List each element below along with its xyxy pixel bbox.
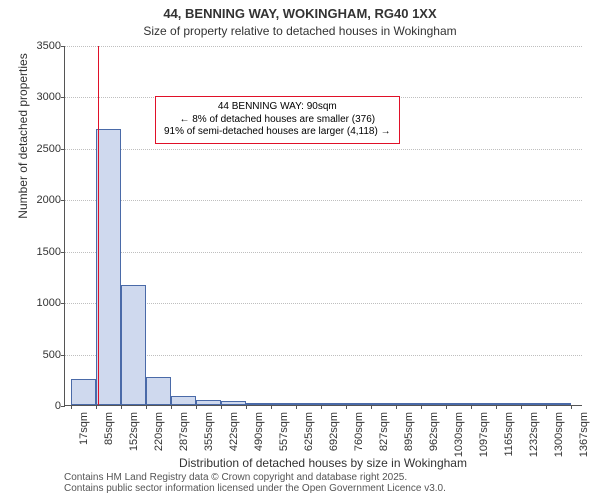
histogram-bar (346, 403, 371, 405)
property-marker-line (98, 46, 99, 405)
plot-area: 050010001500200025003000350044 BENNING W… (64, 46, 582, 406)
histogram-bar (471, 403, 496, 405)
histogram-bar (546, 403, 571, 405)
xtick-mark (71, 405, 72, 409)
annotation-box: 44 BENNING WAY: 90sqm← 8% of detached ho… (155, 96, 400, 144)
xtick-mark (196, 405, 197, 409)
footer-line1: Contains HM Land Registry data © Crown c… (64, 472, 446, 483)
gridline (65, 200, 582, 201)
xtick-mark (121, 405, 122, 409)
histogram-bar (296, 403, 321, 405)
y-axis-label: Number of detached properties (16, 0, 30, 316)
ytick-label: 1500 (37, 246, 65, 258)
chart-title-line2: Size of property relative to detached ho… (0, 24, 600, 38)
histogram-bar (496, 403, 521, 405)
xtick-mark (421, 405, 422, 409)
xtick-mark (471, 405, 472, 409)
xtick-mark (171, 405, 172, 409)
ytick-label: 3000 (37, 91, 65, 103)
footer-line2: Contains public sector information licen… (64, 483, 446, 494)
xtick-mark (146, 405, 147, 409)
chart-container: 44, BENNING WAY, WOKINGHAM, RG40 1XX Siz… (0, 0, 600, 500)
gridline (65, 46, 582, 47)
xtick-mark (246, 405, 247, 409)
x-axis-label: Distribution of detached houses by size … (64, 456, 582, 470)
xtick-mark (371, 405, 372, 409)
histogram-bar (71, 379, 96, 405)
xtick-mark (521, 405, 522, 409)
xtick-mark (96, 405, 97, 409)
chart-title-line1: 44, BENNING WAY, WOKINGHAM, RG40 1XX (0, 6, 600, 21)
histogram-bar (171, 396, 196, 405)
gridline (65, 149, 582, 150)
histogram-bar (246, 403, 271, 405)
xtick-mark (571, 405, 572, 409)
xtick-mark (496, 405, 497, 409)
ytick-label: 0 (55, 400, 65, 412)
ytick-label: 3500 (37, 40, 65, 52)
xtick-mark (321, 405, 322, 409)
xtick-mark (221, 405, 222, 409)
xtick-mark (346, 405, 347, 409)
annotation-line: 91% of semi-detached houses are larger (… (164, 126, 391, 139)
histogram-bar (421, 403, 446, 405)
xtick-mark (396, 405, 397, 409)
histogram-bar (446, 403, 471, 405)
histogram-bar (396, 403, 421, 405)
histogram-bar (521, 403, 546, 405)
histogram-bar (121, 285, 146, 405)
ytick-label: 2500 (37, 143, 65, 155)
histogram-bar (146, 377, 171, 405)
ytick-label: 2000 (37, 194, 65, 206)
histogram-bar (371, 403, 396, 405)
gridline (65, 252, 582, 253)
xtick-mark (296, 405, 297, 409)
histogram-bar (221, 401, 246, 405)
annotation-line: 44 BENNING WAY: 90sqm (164, 101, 391, 114)
xtick-mark (446, 405, 447, 409)
xtick-mark (546, 405, 547, 409)
histogram-bar (321, 403, 346, 405)
annotation-line: ← 8% of detached houses are smaller (376… (164, 114, 391, 127)
histogram-bar (96, 129, 121, 405)
histogram-bar (196, 400, 221, 405)
ytick-label: 500 (43, 349, 65, 361)
footer: Contains HM Land Registry data © Crown c… (64, 472, 446, 494)
ytick-label: 1000 (37, 297, 65, 309)
histogram-bar (271, 403, 296, 405)
xtick-mark (271, 405, 272, 409)
